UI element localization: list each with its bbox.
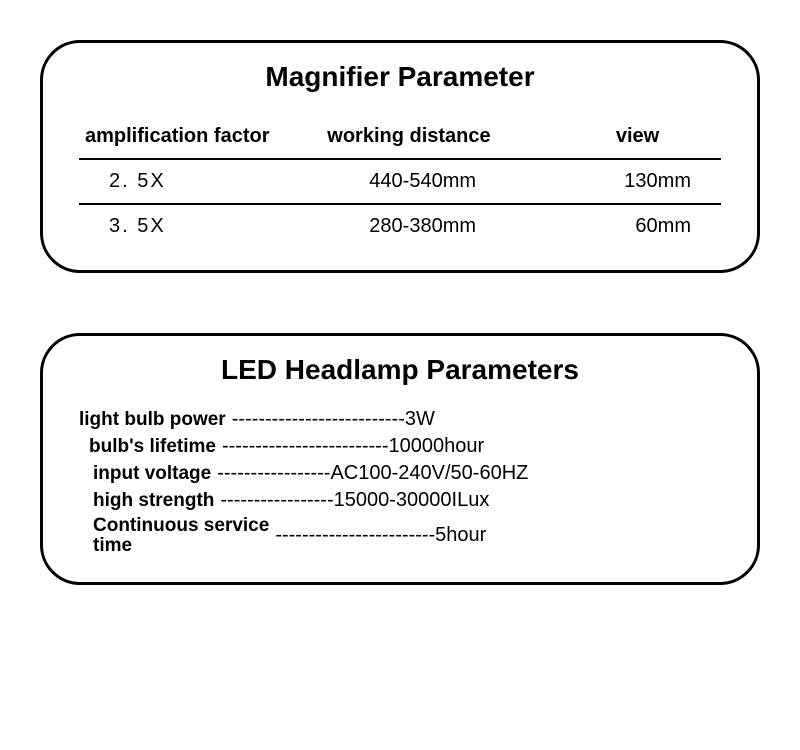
magnifier-panel: Magnifier Parameter amplification factor…: [40, 40, 760, 273]
led-label: Continuous service time: [93, 516, 275, 556]
dashes-icon: --------------------------: [232, 408, 405, 431]
list-item: light bulb power -----------------------…: [79, 408, 721, 431]
led-value: 5hour: [435, 524, 486, 547]
dashes-icon: ------------------------: [275, 524, 435, 547]
table-row: 2. 5X 440-540mm 130mm: [79, 159, 721, 204]
led-label: bulb's lifetime: [89, 436, 222, 458]
mag-cell: 440-540mm: [297, 159, 554, 204]
table-row: 3. 5X 280-380mm 60mm: [79, 204, 721, 248]
dashes-icon: -----------------: [220, 489, 333, 512]
led-value: AC100-240V/50-60HZ: [330, 462, 528, 485]
list-item: bulb's lifetime ------------------------…: [79, 435, 721, 458]
led-value: 3W: [405, 408, 435, 431]
list-item: high strength ----------------- 15000-30…: [79, 489, 721, 512]
list-item: input voltage ----------------- AC100-24…: [79, 462, 721, 485]
dashes-icon: -----------------: [217, 462, 330, 485]
led-label: input voltage: [93, 463, 217, 485]
cst-line2: time: [93, 535, 132, 556]
list-item: Continuous service time ----------------…: [79, 516, 721, 556]
magnifier-title: Magnifier Parameter: [79, 61, 721, 93]
magnifier-col-1: working distance: [297, 115, 554, 159]
led-label: light bulb power: [79, 409, 232, 431]
headlamp-panel: LED Headlamp Parameters light bulb power…: [40, 333, 760, 585]
led-value: 10000hour: [389, 435, 485, 458]
magnifier-col-0: amplification factor: [79, 115, 297, 159]
mag-cell: 3. 5X: [79, 204, 297, 248]
cst-line1: Continuous service: [93, 515, 269, 536]
led-value: 15000-30000ILux: [334, 489, 490, 512]
mag-cell: 60mm: [554, 204, 721, 248]
headlamp-title: LED Headlamp Parameters: [79, 354, 721, 386]
dashes-icon: -------------------------: [222, 435, 389, 458]
mag-cell: 280-380mm: [297, 204, 554, 248]
magnifier-table: amplification factor working distance vi…: [79, 115, 721, 248]
mag-cell: 2. 5X: [79, 159, 297, 204]
led-label: high strength: [93, 490, 220, 512]
magnifier-header-row: amplification factor working distance vi…: [79, 115, 721, 159]
magnifier-col-2: view: [554, 115, 721, 159]
mag-cell: 130mm: [554, 159, 721, 204]
